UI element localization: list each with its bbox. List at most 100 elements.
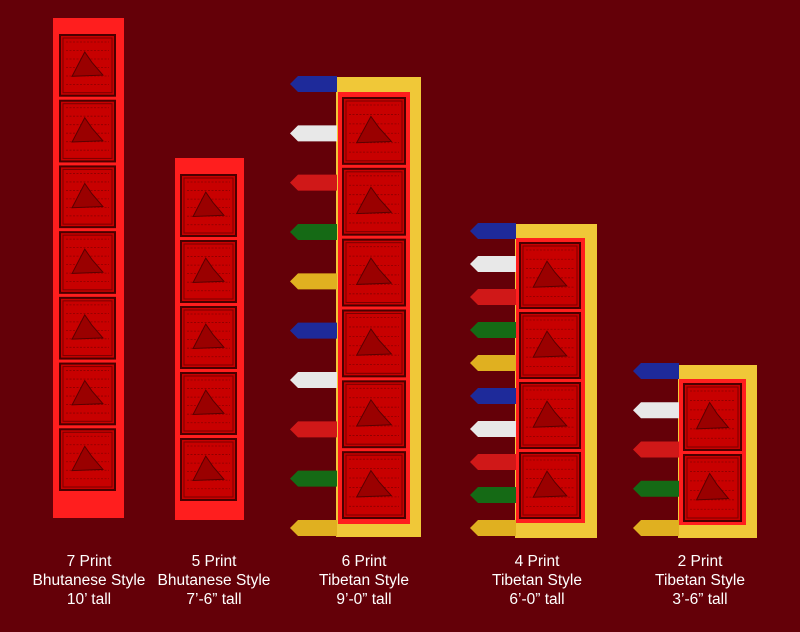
blue-tab [470,388,516,404]
print-panel [519,452,581,519]
wind-horse-figure [192,389,225,416]
caption-style: Bhutanese Style [32,572,146,589]
print-inner-border [62,431,113,488]
print-panel [59,231,116,294]
print-inner-border [522,245,578,306]
wind-horse-figure [532,330,568,358]
print-inner-border [183,375,234,432]
blue-tab [633,363,679,379]
green-tab [290,470,337,487]
print-inner-border [345,313,403,374]
wind-horse-figure [532,400,568,428]
print-inner-border [345,100,403,162]
caption-style: Tibetan Style [492,572,582,589]
green-tab [633,480,679,497]
white-tab [470,256,516,272]
wind-horse-figure [355,469,393,498]
flag-5-print-bhutanese [175,158,244,520]
flag-7-print-bhutanese [53,18,124,518]
caption-height: 10’ tall [66,591,112,608]
wind-horse-figure [71,182,104,209]
print-inner-border [345,242,403,304]
red-tab [470,454,516,470]
wind-horse-figure [71,313,104,340]
flag-4-print-tibetan [470,223,597,538]
print-panel [342,380,406,449]
print-inner-border [686,457,739,519]
caption-height: 9’-0” tall [336,591,392,608]
print-panel [180,240,237,303]
print-inner-border [62,234,113,291]
white-tab [470,421,516,437]
blue-tab [470,223,516,239]
print-panel [180,306,237,369]
print-panel [180,372,237,435]
print-inner-border [686,386,739,448]
wind-horse-figure [355,115,393,144]
flag-6-print-tibetan [290,76,421,537]
print-inner-border [183,243,234,300]
wind-horse-figure [192,455,225,482]
caption-2-print: 2 Print Tibetan Style 3’-6” tall [630,552,770,609]
print-inner-border [345,383,403,445]
wind-horse-figure [695,472,730,501]
green-tab [290,224,337,240]
print-panel [519,382,581,449]
caption-6-print: 6 Print Tibetan Style 9’-0” tall [294,552,434,609]
wind-horse-figure [192,191,225,218]
print-frame [59,165,116,229]
print-inner-border [522,455,578,516]
red-tab [290,421,337,438]
print-inner-border [183,177,234,234]
print-panel [519,312,581,379]
caption-5-print: 5 Print Bhutanese Style 7’-6” tall [144,552,284,609]
tabs [470,223,516,536]
green-tab [470,322,516,338]
print-inner-border [522,315,578,376]
caption-style: Tibetan Style [319,572,409,589]
red-tab [290,174,337,191]
wind-horse-figure [71,51,104,77]
wind-horse-figure [355,257,393,285]
print-panel [59,296,116,360]
red-tab [633,441,679,458]
caption-count: 5 Print [191,553,237,570]
caption-height: 3’-6” tall [672,591,728,608]
print-panel [342,451,406,519]
white-tab [290,125,337,142]
yellow-tab [290,520,337,536]
print-panel [180,174,237,237]
wind-horse-figure [355,398,393,427]
print-inner-border [62,103,113,159]
caption-count: 7 Print [66,553,112,570]
caption-count: 6 Print [341,553,387,570]
caption-7-print: 7 Print Bhutanese Style 10’ tall [19,552,159,609]
wind-horse-figure [192,257,225,284]
print-panel [59,362,116,426]
wind-horse-figure [192,323,225,350]
yellow-tab [290,273,337,290]
print-panel [59,428,116,491]
white-tab [633,402,679,419]
tabs [290,76,337,536]
yellow-tab [633,520,679,536]
yellow-tab [470,355,516,371]
wind-horse-figure [355,327,393,356]
tabs [633,363,679,536]
print-panel [683,454,742,522]
caption-height: 7’-6” tall [186,591,242,608]
green-tab [470,487,516,503]
caption-height: 6’-0” tall [509,591,565,608]
print-inner-border [62,366,113,422]
wind-horse-figure [71,116,104,143]
red-tab [470,289,516,305]
print-panel [180,438,237,501]
print-inner-border [183,309,234,366]
print-inner-border [345,454,403,516]
print-panel [683,383,742,451]
wind-horse-figure [71,445,104,472]
caption-style: Bhutanese Style [157,572,271,589]
blue-tab [290,76,337,92]
wind-horse-figure [532,260,568,288]
